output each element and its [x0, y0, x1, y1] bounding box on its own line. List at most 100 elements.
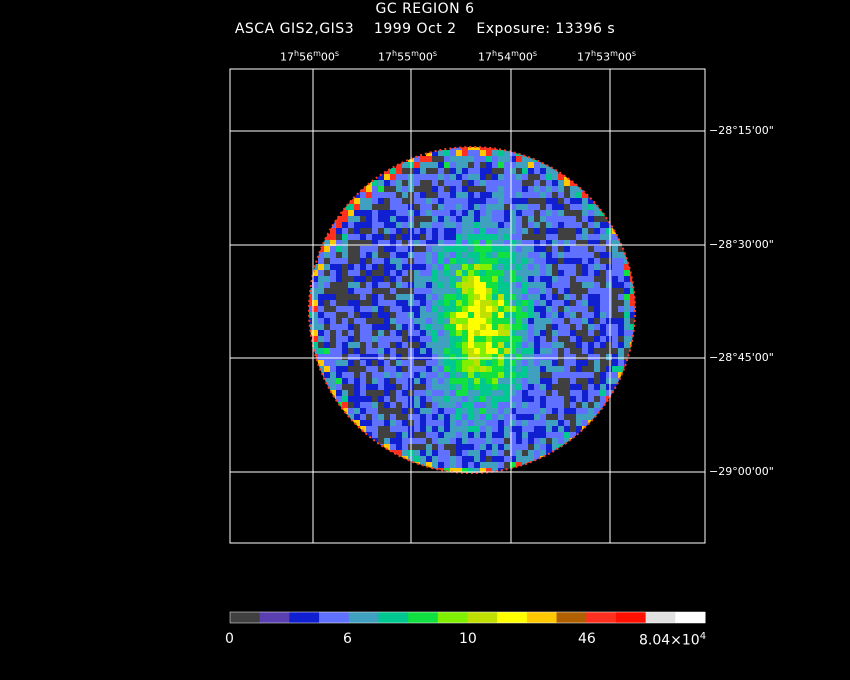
emission-pixel	[318, 354, 324, 360]
emission-pixel	[468, 450, 474, 456]
emission-pixel	[372, 288, 378, 294]
emission-pixel	[444, 384, 450, 390]
emission-pixel	[504, 336, 510, 342]
emission-pixel	[348, 216, 354, 222]
emission-pixel	[612, 324, 618, 330]
emission-pixel	[504, 168, 510, 174]
emission-pixel	[360, 270, 366, 276]
emission-pixel	[606, 354, 612, 360]
emission-pixel	[462, 432, 468, 438]
emission-pixel	[390, 408, 396, 414]
emission-pixel	[534, 312, 540, 318]
emission-pixel	[318, 288, 324, 294]
ra-tick-unit: m	[610, 49, 618, 58]
emission-pixel	[552, 234, 558, 240]
emission-pixel	[540, 450, 546, 456]
emission-pixel	[492, 384, 498, 390]
emission-pixel	[474, 168, 480, 174]
emission-pixel	[624, 372, 630, 378]
emission-pixel	[402, 348, 408, 354]
emission-pixel	[564, 282, 570, 288]
emission-pixel	[366, 324, 372, 330]
emission-pixel	[492, 300, 498, 306]
emission-pixel	[588, 210, 594, 216]
emission-pixel	[558, 318, 564, 324]
emission-pixel	[540, 162, 546, 168]
emission-pixel	[576, 318, 582, 324]
emission-pixel	[402, 300, 408, 306]
emission-pixel	[384, 318, 390, 324]
emission-pixel	[558, 252, 564, 258]
emission-pixel	[606, 390, 612, 396]
emission-pixel	[474, 174, 480, 180]
emission-pixel	[360, 246, 366, 252]
emission-pixel	[426, 228, 432, 234]
emission-pixel	[540, 426, 546, 432]
emission-pixel	[468, 306, 474, 312]
emission-pixel	[444, 186, 450, 192]
emission-pixel	[486, 288, 492, 294]
emission-pixel	[528, 264, 534, 270]
emission-pixel	[456, 282, 462, 288]
emission-pixel	[510, 186, 516, 192]
emission-pixel	[594, 306, 600, 312]
emission-pixel	[450, 396, 456, 402]
emission-pixel	[450, 456, 456, 462]
emission-pixel	[516, 300, 522, 306]
emission-pixel	[468, 456, 474, 462]
color-scale-swatch	[556, 612, 587, 623]
emission-pixel	[456, 228, 462, 234]
emission-pixel	[498, 450, 504, 456]
emission-pixel	[456, 240, 462, 246]
emission-pixel	[402, 372, 408, 378]
emission-pixel	[390, 264, 396, 270]
emission-pixel	[318, 306, 324, 312]
emission-pixel	[564, 342, 570, 348]
emission-pixel	[450, 348, 456, 354]
emission-pixel	[522, 444, 528, 450]
emission-pixel	[528, 432, 534, 438]
emission-pixel	[528, 258, 534, 264]
emission-pixel	[540, 168, 546, 174]
emission-pixel	[492, 240, 498, 246]
emission-pixel	[582, 330, 588, 336]
emission-pixel	[546, 276, 552, 282]
emission-pixel	[534, 306, 540, 312]
emission-pixel	[552, 438, 558, 444]
ra-tick-value: 54	[497, 50, 512, 64]
emission-pixel	[594, 198, 600, 204]
emission-pixel	[534, 378, 540, 384]
emission-pixel	[384, 228, 390, 234]
emission-pixel	[312, 294, 318, 300]
emission-pixel	[384, 408, 390, 414]
emission-pixel	[534, 324, 540, 330]
emission-pixel	[432, 240, 438, 246]
emission-pixel	[354, 384, 360, 390]
emission-pixel	[588, 426, 594, 432]
emission-pixel	[480, 354, 486, 360]
emission-pixel	[354, 366, 360, 372]
emission-pixel	[576, 384, 582, 390]
emission-pixel	[486, 192, 492, 198]
emission-pixel	[402, 438, 408, 444]
emission-pixel	[336, 276, 342, 282]
emission-pixel	[558, 414, 564, 420]
emission-pixel	[324, 294, 330, 300]
emission-pixel	[438, 330, 444, 336]
emission-pixel	[450, 288, 456, 294]
emission-pixel	[318, 312, 324, 318]
ra-tick-unit: s	[334, 49, 340, 58]
emission-pixel	[474, 444, 480, 450]
ra-tick-unit: h	[294, 49, 300, 58]
emission-pixel	[342, 270, 348, 276]
emission-pixel	[438, 384, 444, 390]
emission-pixel	[582, 276, 588, 282]
emission-pixel	[390, 300, 396, 306]
emission-pixel	[396, 198, 402, 204]
emission-pixel	[594, 402, 600, 408]
emission-pixel	[318, 360, 324, 366]
emission-pixel	[396, 222, 402, 228]
emission-pixel	[540, 306, 546, 312]
emission-pixel	[402, 318, 408, 324]
emission-pixel	[546, 210, 552, 216]
